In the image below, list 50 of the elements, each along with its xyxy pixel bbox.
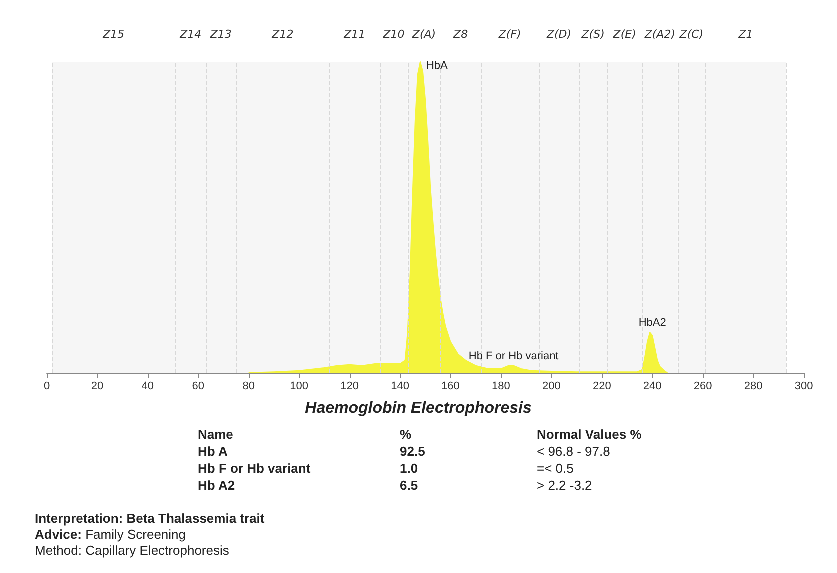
text: Method: Capillary Electrophoresis — [35, 543, 230, 559]
x-tick-label: 60 — [192, 380, 205, 392]
band-label: Z(E) — [612, 28, 636, 41]
x-tick-label: 240 — [643, 380, 662, 392]
text: 6.5 — [400, 478, 420, 494]
band-label: Z10 — [382, 28, 405, 41]
band-label: Z(D) — [546, 28, 572, 41]
text: 92.5 — [400, 444, 426, 460]
annotation: HbA2 — [638, 317, 666, 330]
x-tick-label: 40 — [142, 380, 154, 392]
x-tick-label: 180 — [492, 380, 510, 392]
band-label: Z(S) — [580, 28, 605, 41]
band-label: Z15 — [102, 28, 125, 41]
text: Normal Values % — [537, 427, 643, 443]
band-label: Z(A2) — [644, 28, 676, 41]
text: > 2.2 -3.2 — [537, 478, 594, 494]
x-tick-label: 160 — [442, 380, 460, 392]
band-label: Z14 — [179, 28, 202, 41]
x-tick-label: 120 — [340, 380, 359, 392]
band-label: Z1 — [738, 28, 754, 41]
text: Interpretation: Beta Thalassemia trait — [35, 511, 265, 526]
text: Hb A2 — [198, 478, 236, 494]
x-tick-label: 220 — [592, 380, 612, 392]
band-label: Z8 — [452, 28, 468, 41]
band-label: Z12 — [271, 28, 294, 41]
x-tick-label: 20 — [91, 380, 104, 392]
text: Hb A — [198, 444, 229, 460]
x-tick-label: 100 — [290, 380, 309, 392]
x-tick-label: 140 — [391, 380, 410, 392]
annotation: HbA — [426, 60, 449, 72]
x-tick-label: 80 — [242, 380, 255, 392]
text: % — [400, 427, 413, 443]
text: Hb F or Hb variant — [198, 461, 312, 477]
band-label: Z11 — [343, 28, 366, 41]
text: Haemoglobin Electrophoresis — [304, 400, 533, 418]
text: =< 0.5 — [537, 461, 575, 477]
text: 1.0 — [400, 461, 420, 477]
band-label: Z(A) — [411, 28, 436, 41]
x-tick-label: 280 — [744, 380, 763, 392]
text: Name — [198, 427, 234, 443]
x-tick-label: 200 — [542, 380, 561, 392]
text: Advice: Family Screening — [35, 527, 188, 543]
text: < 96.8 - 97.8 — [537, 444, 612, 460]
x-tick-label: 300 — [794, 380, 814, 392]
annotation: Hb F or Hb variant — [468, 350, 559, 362]
x-tick-label: 260 — [694, 380, 712, 392]
band-label: Z13 — [209, 28, 232, 41]
band-label: Z(C) — [678, 28, 704, 41]
band-label: Z(F) — [498, 28, 522, 41]
x-tick-label: 0 — [44, 380, 50, 392]
